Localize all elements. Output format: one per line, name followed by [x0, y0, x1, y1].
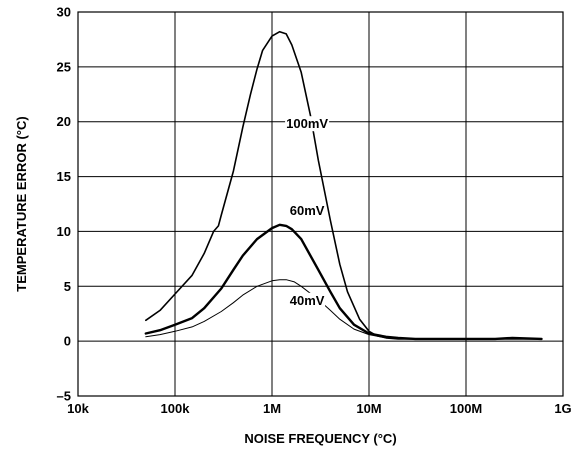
y-tick-label: 10: [57, 224, 71, 239]
series-label-60mv: 60mV: [290, 203, 325, 218]
y-axis-title: TEMPERATURE ERROR (°C): [14, 116, 29, 291]
plot-frame: [77, 11, 564, 397]
y-axis-ticks: –5 0 5 10 15 20 25 30: [57, 5, 71, 404]
y-tick-label: 15: [57, 169, 71, 184]
y-tick-label: 25: [57, 59, 71, 74]
series-label-100mv: 100mV: [286, 116, 328, 131]
y-tick-label: 20: [57, 114, 71, 129]
series-label-40mv: 40mV: [290, 293, 325, 308]
y-tick-label: 0: [64, 334, 71, 349]
x-tick-label: 10k: [67, 401, 89, 416]
x-tick-label: 100M: [450, 401, 483, 416]
series-label-background: [289, 292, 326, 308]
series-label-background: [285, 116, 330, 132]
series-labels: 100mV 60mV 40mV: [285, 116, 330, 308]
x-axis-title: NOISE FREQUENCY (°C): [244, 431, 396, 446]
series-line-100mv: [145, 30, 543, 340]
x-tick-label: 1M: [263, 401, 281, 416]
y-tick-label: 30: [57, 5, 71, 20]
series-line-40mv: [145, 279, 542, 340]
y-tick-label: –5: [57, 389, 71, 404]
x-tick-label: 10M: [356, 401, 381, 416]
x-axis-ticks: 10k 100k 1M 10M 100M 1G: [67, 401, 572, 416]
series-layer: [144, 30, 543, 341]
x-tick-label: 1G: [554, 401, 571, 416]
series-label-background: [289, 202, 326, 218]
x-tick-label: 100k: [161, 401, 191, 416]
y-tick-label: 5: [64, 279, 71, 294]
